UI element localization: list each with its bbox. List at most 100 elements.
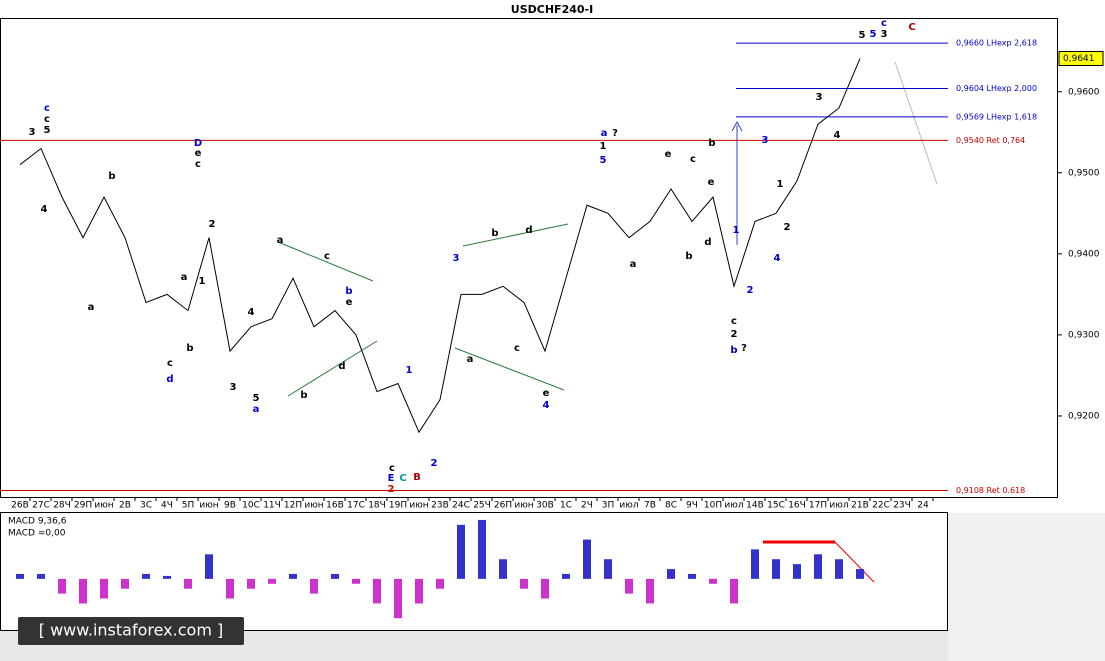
wave-label: a	[277, 235, 284, 246]
macd-bar	[352, 578, 360, 584]
wave-label: 2	[388, 484, 395, 495]
macd-bar	[772, 559, 780, 579]
wave-label: 1	[199, 276, 206, 287]
x-tick-label: 22С	[872, 501, 890, 511]
macd-bar	[16, 573, 24, 579]
price-line	[19, 58, 861, 434]
trend-line	[894, 61, 938, 185]
wave-label: b	[345, 286, 352, 297]
wave-label: e	[708, 177, 715, 188]
trend-line	[277, 241, 374, 282]
x-tick-label: 28Ч	[53, 501, 71, 511]
macd-bar	[625, 578, 633, 594]
wave-label: 1	[777, 179, 784, 190]
y-tick-label: 0,9600	[1068, 87, 1100, 97]
wave-label: d	[525, 225, 532, 236]
macd-bar	[667, 569, 675, 579]
x-tick-label: июн	[94, 501, 113, 511]
macd-bar	[541, 578, 549, 599]
macd-bar	[688, 573, 696, 579]
wave-label: B	[413, 472, 421, 483]
macd-bar	[268, 578, 276, 584]
x-tick-label: 8С	[665, 501, 677, 511]
x-tick-label: 10П	[704, 501, 722, 511]
wave-label: b	[491, 228, 498, 239]
x-tick-label: 16В	[326, 501, 344, 511]
x-tick-label: 3С	[140, 501, 152, 511]
wave-label: b	[108, 171, 115, 182]
wave-label: a	[253, 404, 260, 415]
wave-label: D	[194, 138, 202, 149]
x-tick-label: 19П	[389, 501, 407, 511]
wave-label: 2	[731, 329, 738, 340]
macd-bar	[520, 578, 528, 589]
wave-label: b	[186, 343, 193, 354]
wave-label: ?	[741, 343, 747, 354]
x-tick-label: 12П	[284, 501, 302, 511]
wave-label: 3	[881, 29, 888, 40]
x-tick-label: 7В	[644, 501, 656, 511]
x-tick-label: 14В	[746, 501, 764, 511]
macd-bar	[709, 578, 717, 584]
macd-bar	[37, 573, 45, 579]
x-tick-label: 17П	[809, 501, 827, 511]
wave-label: 5	[859, 30, 866, 41]
wave-label: d	[166, 374, 173, 385]
y-tick-label: 0,9300	[1068, 330, 1100, 340]
macd-bar	[226, 578, 234, 599]
wave-label: 2	[431, 458, 438, 469]
y-tick-label: 0,9400	[1068, 249, 1100, 259]
wave-label: 3	[453, 253, 460, 264]
x-tick-label: 16Ч	[788, 501, 806, 511]
wave-label: c	[731, 316, 737, 327]
macd-bar	[289, 573, 297, 579]
x-tick-label: 10С	[242, 501, 260, 511]
wave-label: ?	[612, 128, 618, 139]
macd-bar	[604, 559, 612, 579]
wave-label: 4	[774, 253, 781, 264]
macd-bar	[205, 554, 213, 579]
x-tick-label: 24	[917, 501, 929, 511]
x-tick-label: июн	[514, 501, 533, 511]
macd-bar	[121, 578, 129, 589]
divergence-line	[834, 541, 875, 583]
wave-label: 4	[834, 130, 841, 141]
wave-label: e	[665, 149, 672, 160]
macd-bar	[163, 575, 171, 579]
wave-label: c	[195, 159, 201, 170]
x-tick-label: 4Ч	[161, 501, 173, 511]
macd-bar	[562, 573, 570, 579]
blank-area	[948, 513, 1105, 661]
wave-label: a	[181, 272, 188, 283]
wave-label: d	[338, 361, 345, 372]
y-tick-label: 0,9200	[1068, 411, 1100, 421]
macd-bar	[793, 564, 801, 579]
wave-label: 5	[44, 125, 51, 136]
x-tick-label: 2Ч	[581, 501, 593, 511]
wave-label: 1	[406, 365, 413, 376]
x-tick-label: июл	[619, 501, 638, 511]
x-tick-label: 3П	[602, 501, 615, 511]
wave-label: a	[88, 302, 95, 313]
x-tick-label: 23В	[431, 501, 449, 511]
wave-label: b	[708, 138, 715, 149]
wave-label: 2	[209, 219, 216, 230]
price-box	[1058, 51, 1104, 67]
x-tick-label: 25Ч	[473, 501, 491, 511]
x-tick-label: 26В	[11, 501, 29, 511]
x-tick-label: 9Ч	[686, 501, 698, 511]
wave-label: c	[324, 251, 330, 262]
macd-value: MACD =0,00	[8, 529, 66, 539]
wave-label: 4	[543, 400, 550, 411]
x-tick-label: 26П	[494, 501, 512, 511]
wave-label: b	[685, 251, 692, 262]
wave-label: 2	[784, 222, 791, 233]
wave-label: c	[167, 358, 173, 369]
macd-bar	[835, 559, 843, 579]
x-tick-label: 2В	[119, 501, 131, 511]
x-tick-label: 18Ч	[368, 501, 386, 511]
x-tick-label: 24С	[452, 501, 470, 511]
wave-label: e	[195, 148, 202, 159]
price-panel	[0, 18, 1058, 498]
